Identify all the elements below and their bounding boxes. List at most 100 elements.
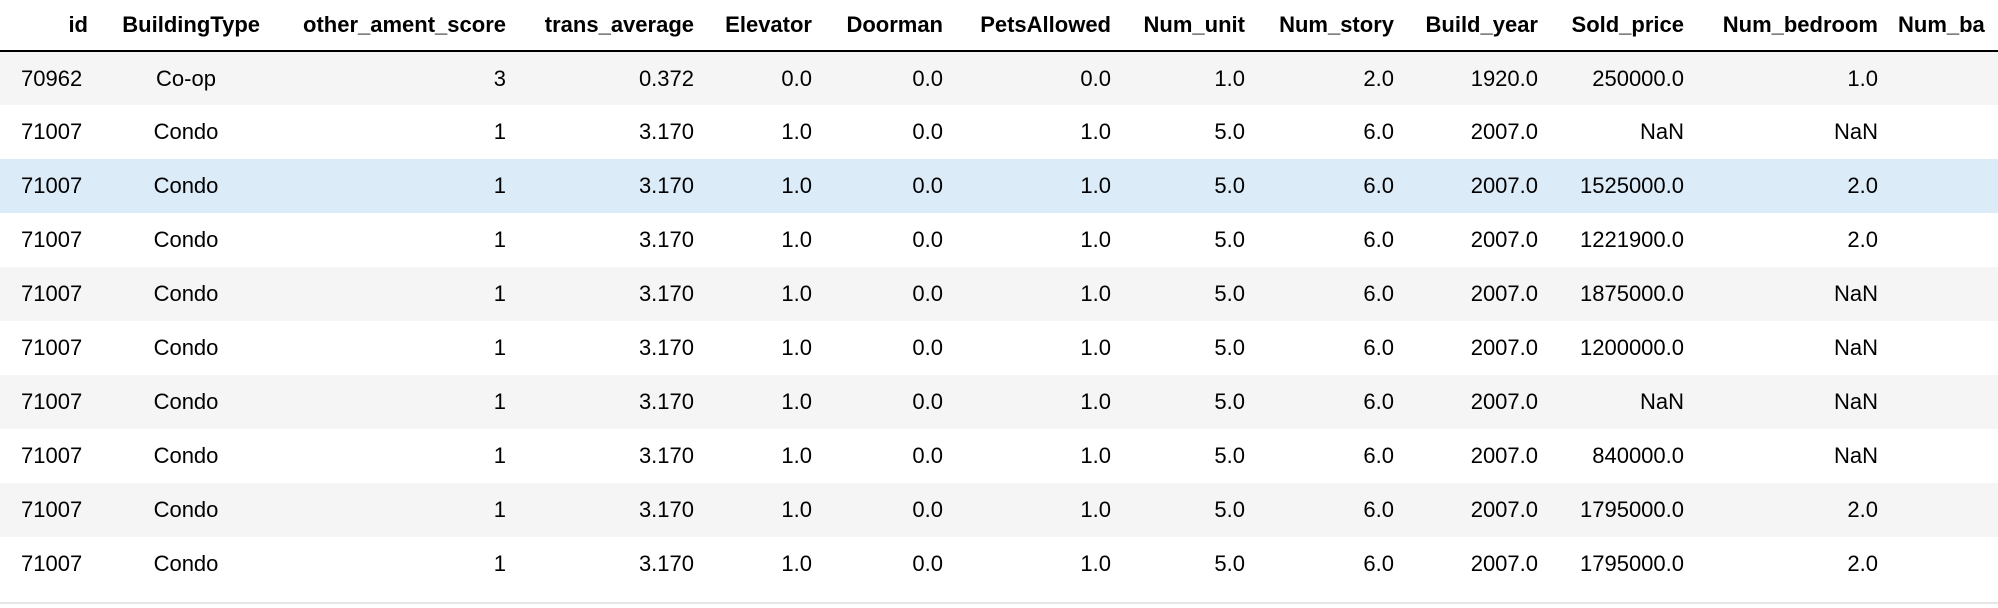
table-cell: 1 (493, 119, 506, 144)
table-cell: 0.0 (912, 173, 943, 198)
table-cell: 0.0 (781, 65, 812, 91)
column-header-petsallowed: PetsAllowed (955, 0, 1123, 52)
table-row: 71007 Condo 1 3.170 1.0 0.0 1.0 5.0 6.0 2007.0 840… (0, 429, 1998, 483)
table-cell: 6.0 (1363, 497, 1394, 522)
table-cell: 1.0 (1080, 389, 1111, 414)
table-cell: 1 (493, 497, 506, 522)
table-cell: Co-op (156, 65, 216, 91)
table-cell: 840000.0 (1592, 443, 1684, 468)
table-cell: 1.0 (1080, 443, 1111, 468)
table-cell: 2.0 (1363, 65, 1394, 91)
column-header-num-ba-truncated: Num_ba (1890, 0, 1998, 52)
table-cell: Condo (153, 227, 219, 252)
table-row: 71007 Condo 1 3.170 1.0 0.0 1.0 5.0 6.0 2007.0 120… (0, 321, 1998, 375)
table-cell: 1.0 (1080, 551, 1111, 576)
table-cell: 2007.0 (1470, 227, 1538, 252)
table-cell: 2007.0 (1470, 335, 1538, 360)
table-cell: NaN (1833, 281, 1878, 306)
table-cell: 3.170 (638, 173, 694, 198)
column-header-elevator: Elevator (706, 0, 824, 52)
table-cell: 1 (493, 227, 506, 252)
column-header-other-ament-score: other_ament_score (272, 0, 518, 52)
table-cell: 1 (493, 551, 506, 576)
table-cell: Condo (153, 443, 219, 468)
table-cell: Condo (153, 119, 219, 144)
table-cell: 1.0 (781, 443, 812, 468)
column-header-doorman: Doorman (824, 0, 955, 52)
table-cell: 3 (493, 65, 506, 91)
table-cell: 2.0 (1847, 551, 1878, 576)
table-cell: 1.0 (1080, 227, 1111, 252)
table-cell: 2007.0 (1470, 497, 1538, 522)
table-body: 70962 Co-op 3 0.372 0.0 0.0 0.0 1.0 2.0 1920.0 250… (0, 51, 1998, 591)
table-cell: NaN (1833, 389, 1878, 414)
table-cell: 5.0 (1214, 443, 1245, 468)
header-row: id BuildingType other_ament_score trans_… (0, 0, 1998, 52)
table-cell: 1200000.0 (1580, 335, 1684, 360)
table-cell: 3.170 (638, 389, 694, 414)
table-cell: 71007 (21, 497, 83, 522)
table-cell: 71007 (21, 119, 83, 144)
table-cell: Condo (153, 497, 219, 522)
table-cell: 0.0 (912, 281, 943, 306)
table-cell: 1.0 (781, 281, 812, 306)
table-cell: 1.0 (1080, 281, 1111, 306)
column-header-num-story: Num_story (1257, 0, 1406, 52)
table-cell: 5.0 (1214, 551, 1245, 576)
dataframe-table: id BuildingType other_ament_score trans_… (0, 0, 1998, 591)
table-cell: 6.0 (1363, 551, 1394, 576)
table-cell: 3.170 (638, 281, 694, 306)
column-header-trans-average: trans_average (518, 0, 706, 52)
table-cell: 1.0 (1080, 497, 1111, 522)
column-header-build-year: Build_year (1406, 0, 1550, 52)
table-cell: 71007 (21, 551, 83, 576)
table-cell: 3.170 (638, 551, 694, 576)
table-cell: 6.0 (1363, 335, 1394, 360)
table-cell: 0.0 (912, 443, 943, 468)
table-cell: 0.0 (1080, 65, 1111, 91)
table-cell: 0.0 (912, 389, 943, 414)
column-header-buildingtype: BuildingType (100, 0, 272, 52)
table-cell: NaN (1639, 119, 1684, 144)
table-cell (1890, 429, 1998, 483)
table-cell: 1.0 (781, 389, 812, 414)
table-cell: 0.0 (912, 551, 943, 576)
table-cell: 1.0 (1214, 65, 1245, 91)
table-cell: 6.0 (1363, 173, 1394, 198)
table-cell: 1 (493, 389, 506, 414)
table-cell (1890, 321, 1998, 375)
table-cell: 1.0 (781, 119, 812, 144)
table-cell: 2007.0 (1470, 443, 1538, 468)
table-cell: 1.0 (1847, 65, 1878, 91)
table-bottom-divider (0, 602, 1998, 604)
table-cell: 2.0 (1847, 497, 1878, 522)
table-cell: 1795000.0 (1580, 497, 1684, 522)
table-cell: 5.0 (1214, 497, 1245, 522)
table-cell (1890, 105, 1998, 159)
column-header-num-bedroom: Num_bedroom (1696, 0, 1890, 52)
table-cell: 5.0 (1214, 227, 1245, 252)
table-cell: NaN (1833, 335, 1878, 360)
table-cell: 0.0 (912, 497, 943, 522)
table-cell: 0.0 (912, 65, 943, 91)
table-cell: Condo (153, 389, 219, 414)
table-cell: 1 (493, 443, 506, 468)
table-cell (1890, 51, 1998, 105)
table-cell: 1.0 (781, 551, 812, 576)
column-header-sold-price: Sold_price (1550, 0, 1696, 52)
table-row: 71007 Condo 1 3.170 1.0 0.0 1.0 5.0 6.0 2007.0 122… (0, 213, 1998, 267)
table-cell: NaN (1639, 389, 1684, 414)
table-cell: 5.0 (1214, 335, 1245, 360)
table-header: id BuildingType other_ament_score trans_… (0, 0, 1998, 52)
table-cell (1890, 375, 1998, 429)
table-cell: 2007.0 (1470, 119, 1538, 144)
table-cell: 1.0 (781, 227, 812, 252)
table-cell: 3.170 (638, 443, 694, 468)
table-cell: 1 (493, 173, 506, 198)
table-cell: 1.0 (781, 173, 812, 198)
table-cell: 1.0 (1080, 173, 1111, 198)
table-cell (1890, 213, 1998, 267)
table-cell: 0.372 (638, 65, 694, 91)
table-cell (1890, 267, 1998, 321)
